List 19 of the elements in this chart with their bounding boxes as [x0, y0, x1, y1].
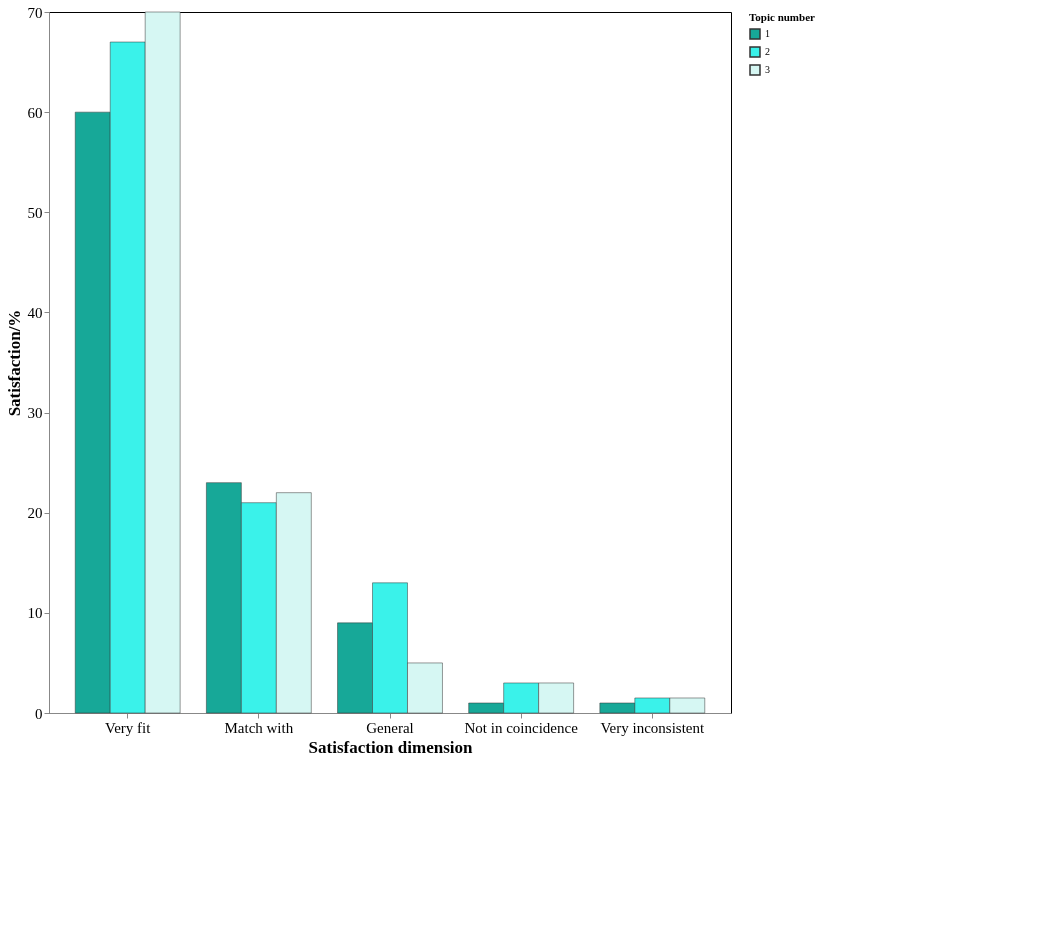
legend-label: 1 [765, 28, 770, 39]
legend-title: Topic number [749, 11, 816, 23]
x-tick-label: Match with [224, 719, 294, 736]
y-tick-label: 10 [27, 605, 43, 622]
x-axis-title: Satisfaction dimension [308, 737, 473, 757]
y-axis-title: Satisfaction/% [4, 309, 24, 417]
y-tick-label: 40 [27, 304, 43, 321]
legend-label: 2 [765, 46, 770, 57]
y-tick-label: 30 [27, 405, 43, 422]
x-tick-label: Not in coincidence [464, 719, 579, 736]
y-tick-label: 50 [27, 204, 43, 221]
x-tick-label: General [366, 719, 414, 736]
y-tick-label: 20 [27, 505, 43, 522]
x-tick-label: Very fit [104, 719, 152, 736]
x-tick-label: Very inconsistent [600, 719, 706, 736]
y-tick-label: 0 [35, 705, 43, 722]
legend-label: 3 [765, 64, 770, 75]
y-tick-label: 60 [27, 104, 43, 121]
y-tick-label: 70 [27, 4, 43, 21]
